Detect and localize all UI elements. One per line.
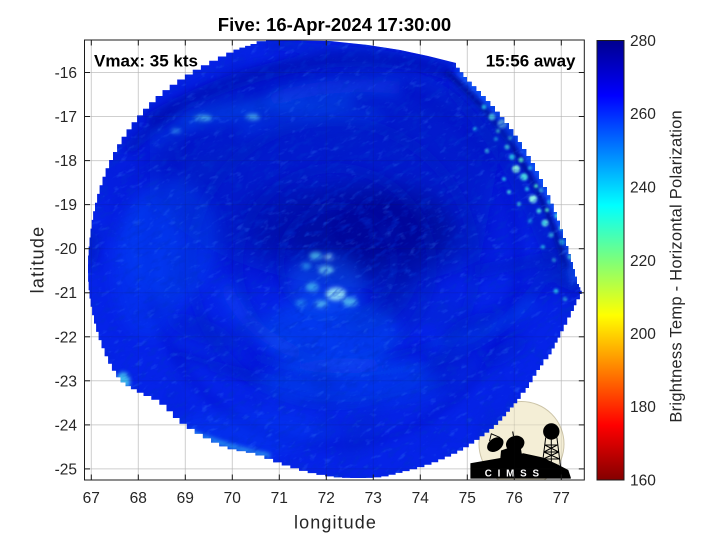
svg-text:CIMSS: CIMSS	[485, 469, 545, 480]
svg-text:-22: -22	[55, 329, 77, 346]
svg-text:280: 280	[630, 33, 656, 50]
svg-text:70: 70	[224, 490, 242, 507]
svg-text:-20: -20	[55, 241, 78, 258]
svg-text:longitude: longitude	[294, 512, 377, 532]
svg-text:220: 220	[630, 253, 656, 270]
svg-text:74: 74	[412, 490, 430, 507]
svg-text:160: 160	[630, 473, 656, 490]
svg-text:76: 76	[506, 490, 523, 507]
svg-text:68: 68	[130, 490, 147, 507]
svg-text:Brightness Temp - Horizontal P: Brightness Temp - Horizontal Polarizatio…	[668, 110, 686, 423]
svg-text:200: 200	[630, 326, 656, 343]
svg-text:67: 67	[83, 490, 100, 507]
svg-text:Five: 16-Apr-2024 17:30:00: Five: 16-Apr-2024 17:30:00	[218, 14, 451, 35]
svg-text:180: 180	[630, 399, 656, 416]
svg-text:-18: -18	[55, 153, 77, 170]
svg-text:-25: -25	[55, 461, 77, 478]
svg-text:77: 77	[553, 490, 570, 507]
svg-text:-17: -17	[55, 109, 77, 126]
svg-text:73: 73	[365, 490, 382, 507]
svg-text:Vmax: 35 kts: Vmax: 35 kts	[94, 52, 198, 71]
svg-text:71: 71	[271, 490, 288, 507]
svg-text:69: 69	[177, 490, 194, 507]
svg-text:-24: -24	[55, 417, 78, 434]
svg-text:-21: -21	[55, 285, 77, 302]
svg-text:75: 75	[459, 490, 476, 507]
svg-text:72: 72	[318, 490, 335, 507]
svg-text:-16: -16	[55, 65, 77, 82]
svg-text:-23: -23	[55, 373, 77, 390]
svg-text:15:56 away: 15:56 away	[486, 52, 576, 71]
svg-text:260: 260	[630, 106, 656, 123]
svg-text:240: 240	[630, 180, 656, 197]
svg-text:latitude: latitude	[28, 226, 48, 294]
svg-text:-19: -19	[55, 197, 77, 214]
